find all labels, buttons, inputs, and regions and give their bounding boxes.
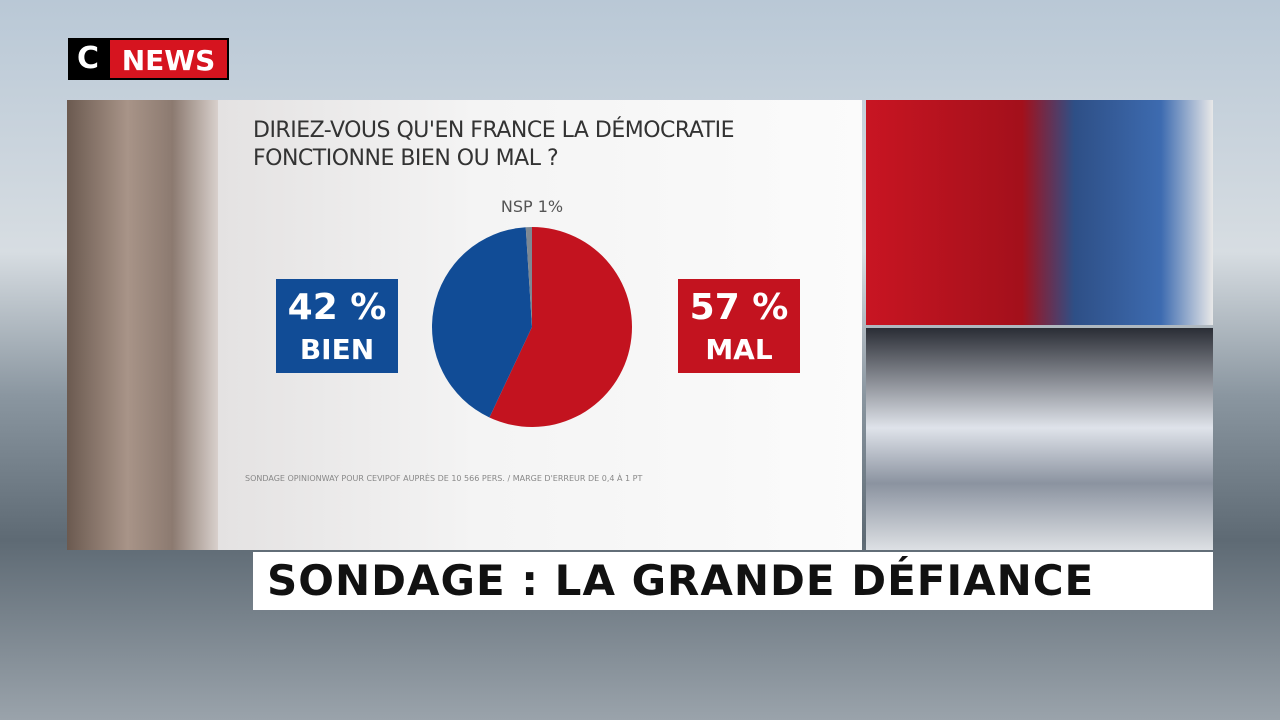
pie-slice: [525, 227, 532, 327]
category-label: MAL: [705, 333, 773, 366]
value-label: 1%: [537, 197, 564, 216]
value-label: 42 %: [287, 287, 387, 328]
logo-letter: C: [68, 38, 108, 80]
slice-label-box: 42 % BIEN: [276, 279, 398, 373]
slice-label-box: 57 % MAL: [678, 279, 800, 373]
value-label: 57 %: [689, 287, 789, 328]
slice-label: NSP 1%: [501, 197, 563, 216]
video-guest: [866, 100, 1213, 325]
headline-banner: SONDAGE : LA GRANDE DÉFIANCE: [253, 552, 1213, 610]
category-label: BIEN: [299, 333, 375, 366]
source-note: SONDAGE OPINIONWAY POUR CEVIPOF AUPRÈS D…: [245, 474, 643, 483]
chart-title: DIRIEZ-VOUS QU'EN FRANCE LA DÉMOCRATIE F…: [253, 118, 734, 171]
category-label: NSP: [500, 197, 533, 216]
pie-slice: [431, 227, 532, 418]
logo-word: NEWS: [108, 38, 229, 80]
pie-slice: [489, 227, 632, 427]
video-studio: [866, 328, 1213, 550]
crowd-image: [67, 100, 218, 550]
